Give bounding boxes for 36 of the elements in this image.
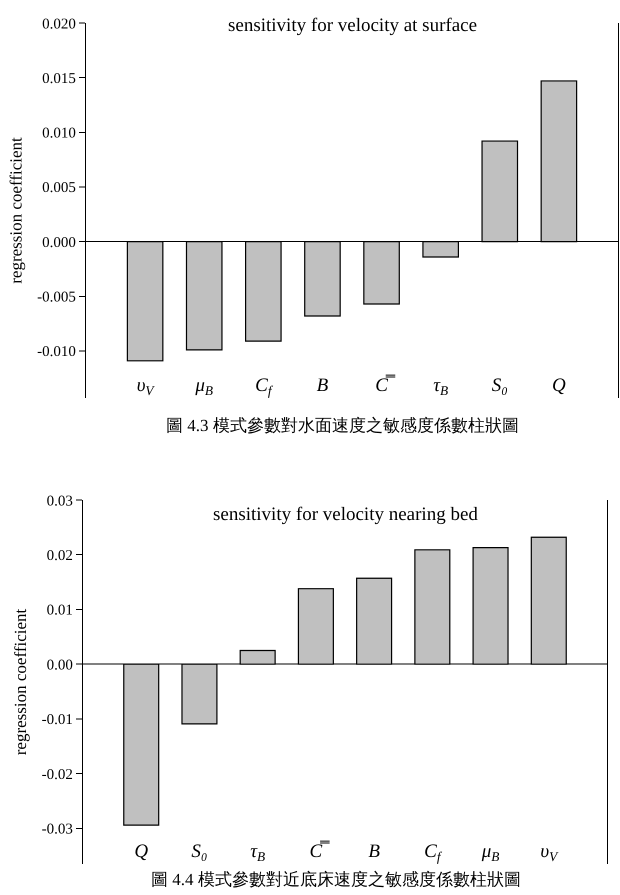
y-tick-label: 0.015 <box>42 70 76 87</box>
caption: 圖 4.4 模式參數對近底床速度之敏感度係數柱狀圖 <box>151 870 521 889</box>
x-tick-label: C̿ <box>375 374 396 396</box>
y-tick-label: 0.005 <box>42 180 76 196</box>
y-tick-label: -0.02 <box>42 766 73 783</box>
y-tick-label: -0.03 <box>42 822 73 838</box>
x-tick-label: Q <box>552 375 566 396</box>
x-tick-label: υ$_{V}$ <box>540 841 560 864</box>
x-tick-label: C$_{f}$ <box>255 375 274 398</box>
caption: 圖 4.3 模式參數對水面速度之敏感度係數柱狀圖 <box>166 416 519 435</box>
y-tick-label: -0.005 <box>37 290 76 306</box>
y-tick-label: 0.01 <box>46 602 73 619</box>
x-tick-label: S₀ <box>191 841 208 862</box>
x-tick-label: B <box>368 841 380 862</box>
chart-title: sensitivity for velocity at surface <box>228 15 478 36</box>
y-axis-title: regression coefficient <box>6 136 26 284</box>
chart-title: sensitivity for velocity nearing bed <box>213 504 478 525</box>
y-tick-label: 0.000 <box>42 234 76 251</box>
x-tick-label: υ$_{V}$ <box>136 375 156 398</box>
y-tick-label: -0.010 <box>37 344 76 360</box>
x-tick-label: Q <box>134 841 148 862</box>
y-tick-label: -0.01 <box>42 712 73 728</box>
y-axis-title: regression coefficient <box>11 608 30 756</box>
x-tick-label: C$_{f}$ <box>424 841 443 864</box>
x-tick-label: C̿ <box>310 840 330 862</box>
x-tick-label: μ$_{B}$ <box>194 375 214 398</box>
x-tick-label: τ$_{B}$ <box>250 841 266 864</box>
y-tick-label: 0.02 <box>46 548 73 564</box>
x-tick-label: τ$_{B}$ <box>433 375 448 398</box>
y-tick-label: 0.010 <box>42 126 76 142</box>
x-tick-label: μ$_{B}$ <box>480 841 500 864</box>
x-tick-label: S₀ <box>492 375 508 396</box>
x-tick-label: B <box>316 375 329 396</box>
y-tick-label: 0.020 <box>42 16 76 32</box>
y-tick-label: 0.00 <box>46 657 73 674</box>
y-tick-label: 0.03 <box>46 493 73 510</box>
